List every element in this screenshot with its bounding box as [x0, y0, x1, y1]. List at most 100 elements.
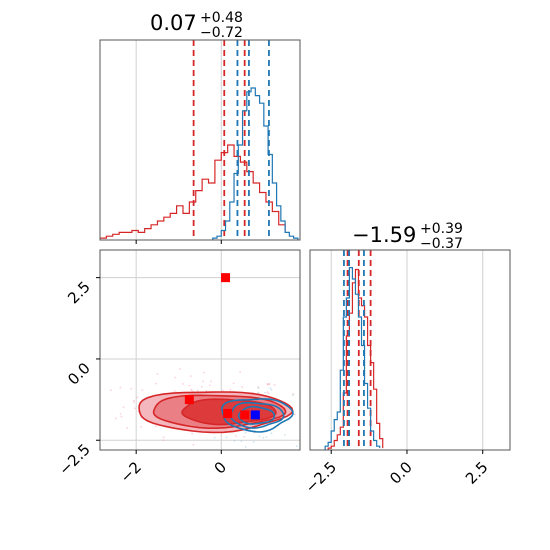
param1-title: −1.59: [352, 223, 416, 247]
scatter-point-red: [119, 386, 122, 389]
scatter-point-red: [162, 439, 165, 442]
tick-label-right-x: −2.5: [302, 458, 340, 496]
tick-label-joint-y: 0.0: [64, 359, 94, 389]
param1-title-minus: −0.37: [420, 236, 463, 252]
scatter-point-red: [192, 444, 195, 446]
scatter-point-red: [173, 390, 176, 392]
scatter-point-blue: [262, 436, 265, 439]
histogram-top-series-1: [212, 87, 299, 240]
scatter-point-red: [235, 435, 237, 437]
scatter-point-red: [200, 385, 203, 388]
scatter-point-red: [188, 384, 191, 387]
scatter-point-red: [122, 406, 125, 409]
scatter-point-red: [133, 407, 136, 410]
scatter-point-blue: [244, 431, 247, 434]
scatter-point-blue: [240, 440, 243, 443]
scatter-point-blue: [232, 455, 234, 457]
scatter-point-red: [267, 392, 270, 395]
param0-title: 0.07: [150, 11, 197, 35]
scatter-point-red: [208, 384, 211, 387]
scatter-point-blue: [252, 441, 255, 443]
scatter-point-red: [203, 371, 205, 374]
contour-blue-inner: [237, 405, 276, 425]
scatter-point-blue: [270, 432, 273, 435]
scatter-point-blue: [225, 436, 228, 439]
scatter-point-blue: [291, 394, 294, 397]
scatter-point-red: [229, 388, 232, 391]
hist-area-top: [100, 40, 299, 240]
scatter-point-red: [109, 389, 112, 392]
contour-blue-outer: [221, 398, 294, 433]
scatter-point-red: [202, 380, 205, 383]
scatter-point-red: [136, 396, 139, 399]
marker-red-0: [184, 395, 194, 405]
scatter-point-red: [293, 413, 296, 416]
joint-panel: −2 0 2.5 0.0 −2.5: [55, 249, 301, 486]
scatter-point-red: [273, 384, 276, 386]
scatter-point-blue: [264, 391, 267, 394]
scatter-point-blue: [258, 435, 261, 438]
scatter-point-red: [239, 371, 241, 373]
scatter-point-red: [190, 375, 192, 377]
param0-title-plus: +0.48: [200, 10, 243, 26]
scatter-point-blue: [284, 433, 286, 436]
scatter-point-red: [130, 387, 133, 390]
scatter-point-red: [266, 391, 269, 394]
scatter-point-red: [133, 401, 135, 404]
joint-area: [60, 273, 300, 457]
scatter-point-red: [114, 417, 117, 420]
scatter-point-red: [190, 388, 192, 391]
scatter-point-blue: [257, 387, 260, 390]
scatter-point-blue: [213, 436, 216, 439]
scatter-point-red: [191, 432, 193, 435]
ticks-top: [135, 240, 222, 244]
grid-right: [330, 250, 484, 450]
marker-blue-0: [250, 410, 260, 420]
ticks-right: −2.5 0.0 2.5: [302, 450, 492, 497]
scatter-point-red: [266, 383, 269, 385]
scatter-point-red: [268, 383, 271, 386]
scatter-point-red: [154, 425, 157, 427]
param0-title-minus: −0.72: [200, 25, 243, 41]
scatter-point-blue: [249, 428, 252, 431]
marker-red-3: [221, 273, 231, 283]
scatter-point-blue: [295, 445, 298, 448]
scatter-point-red: [243, 435, 245, 438]
scatter-point-red: [126, 427, 129, 430]
scatter-point-blue: [233, 439, 236, 442]
scatter-point-red: [141, 389, 144, 391]
scatter-point-red: [120, 415, 123, 418]
scatter-point-red: [196, 389, 199, 392]
frame-right: [309, 249, 511, 451]
tick-label-joint-y: 2.5: [64, 278, 94, 308]
grid-top: [135, 40, 222, 240]
scatter-point-red: [179, 368, 181, 371]
scatter-point-red: [241, 386, 244, 389]
scatter-point-blue: [270, 388, 273, 391]
tick-label-joint-x: 0: [211, 458, 230, 477]
scatter-point-blue: [257, 391, 260, 394]
scatter-point-red: [232, 382, 235, 385]
marker-red-1: [223, 409, 233, 419]
marker-red-2: [240, 410, 250, 420]
scatter-point-red: [140, 425, 142, 428]
tick-label-right-x: 0.0: [386, 458, 416, 488]
scatter-point-red: [133, 399, 135, 402]
scatter-point-red: [155, 382, 158, 385]
scatter-point-red: [156, 373, 159, 375]
scatter-point-red: [119, 412, 122, 415]
scatter-point-blue: [265, 436, 268, 438]
histogram-top-series-0: [100, 144, 286, 240]
marginal-panel-param1: −2.5 0.0 2.5 −1.59 +0.39 −0.37: [302, 221, 511, 497]
scatter-point-red: [60, 388, 62, 390]
histogram-right-series-1: [324, 267, 381, 450]
scatter-point-blue: [269, 387, 272, 390]
frame-joint: [99, 249, 301, 451]
scatter-point-red: [222, 389, 224, 392]
param1-title-plus: +0.39: [420, 221, 463, 237]
scatter-point-red: [162, 436, 165, 439]
marginal-panel-param0: 0.07 +0.48 −0.72: [99, 10, 301, 244]
histogram-right-series-0: [327, 268, 384, 450]
scatter-point-red: [182, 383, 184, 385]
